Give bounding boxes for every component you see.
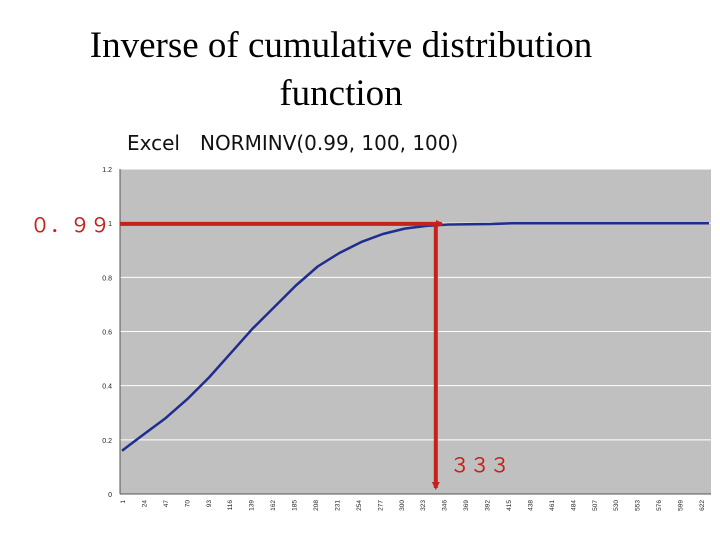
x-tick-label: 507 — [592, 500, 599, 511]
x-tick-label: 231 — [334, 500, 341, 511]
x-tick-label: 162 — [270, 500, 277, 511]
x-tick-label: 461 — [549, 500, 556, 511]
slide-title-line-1: Inverse of cumulative distribution — [89, 25, 593, 66]
x-tick-label: 24 — [141, 500, 148, 508]
x-tick-labels: 1 24 47 70 93 116 139 162 185 208 231 254 277 300 323 3… — [120, 500, 706, 511]
x-tick-label: 576 — [656, 500, 663, 511]
x-tick-label: 1 — [120, 500, 127, 504]
x-tick-label: 622 — [699, 500, 706, 511]
y-tick-label: 1 — [108, 221, 112, 228]
x-tick-label: 392 — [485, 500, 492, 511]
x-tick-label: 277 — [377, 500, 384, 511]
x-tick-label: 70 — [184, 500, 191, 508]
x-tick-label: 323 — [420, 500, 427, 511]
x-tick-label: 346 — [442, 500, 449, 511]
x-tick-label: 139 — [249, 500, 256, 511]
x-tick-label: 530 — [613, 500, 620, 511]
cdf-series-line — [121, 221, 709, 452]
slide-subtitle: Excel NORMINV(0.99, 100, 100) — [127, 131, 459, 155]
y-tick-label: 0.6 — [102, 330, 112, 337]
y-tick-label: 0.8 — [102, 275, 112, 282]
x-tick-label: 369 — [463, 500, 470, 511]
annotations: ０．９９ ３３３ — [30, 213, 510, 490]
x-tick-label: 415 — [506, 500, 513, 511]
x-tick-label: 185 — [292, 500, 299, 511]
x-marker-label: ３３３ — [450, 453, 510, 477]
slide-title-line-2: function — [279, 73, 403, 114]
x-tick-label: 208 — [313, 500, 320, 511]
y-tick-label: 0.2 — [102, 438, 112, 445]
grid-lines — [120, 168, 711, 441]
y-marker-label: ０．９９ — [30, 213, 110, 237]
x-tick-label: 438 — [527, 500, 534, 511]
slide-title: Inverse of cumulative distribution funct… — [0, 22, 682, 118]
y-tick-label: 1.2 — [102, 167, 112, 174]
x-tick-label: 116 — [227, 500, 234, 511]
x-tick-label: 93 — [206, 500, 213, 508]
x-tick-label: 254 — [356, 500, 363, 511]
x-tick-label: 599 — [678, 500, 685, 511]
y-tick-labels: 0 0.2 0.4 0.6 0.8 1 1.2 — [102, 167, 112, 499]
y-tick-label: 0.4 — [102, 384, 112, 391]
x-tick-label: 484 — [570, 500, 577, 511]
x-tick-label: 47 — [163, 500, 170, 508]
x-tick-label: 300 — [399, 500, 406, 511]
y-tick-label: 0 — [108, 492, 112, 499]
x-tick-label: 553 — [635, 500, 642, 511]
